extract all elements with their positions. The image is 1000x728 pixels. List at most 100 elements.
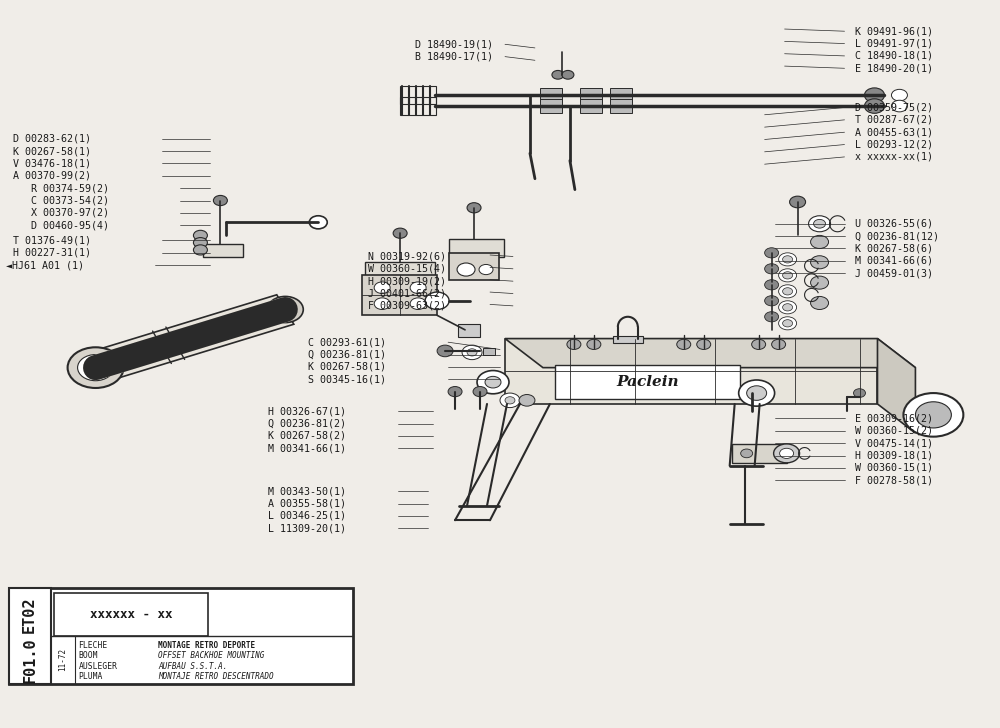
Bar [483,348,495,355]
Circle shape [811,276,829,289]
Circle shape [903,393,963,437]
Text: Q 00236-81(1): Q 00236-81(1) [308,349,386,360]
Bar [580,99,602,114]
Circle shape [374,282,390,293]
Text: B 18490-17(1): B 18490-17(1) [415,52,493,62]
Polygon shape [87,295,294,382]
Circle shape [864,99,884,114]
Bar [449,253,499,280]
Circle shape [779,269,797,282]
Circle shape [193,230,207,240]
Circle shape [783,288,793,295]
Text: F01.0: F01.0 [22,637,37,683]
Text: V 00475-14(1): V 00475-14(1) [855,438,933,448]
Circle shape [779,317,797,330]
Circle shape [779,301,797,314]
Circle shape [774,444,800,463]
Text: Q 00236-81(12): Q 00236-81(12) [855,231,939,241]
Text: MONTAJE RETRO DESCENTRADO: MONTAJE RETRO DESCENTRADO [158,673,274,681]
Circle shape [783,256,793,263]
Circle shape [193,245,207,255]
Text: K 00267-58(1): K 00267-58(1) [13,146,91,156]
Circle shape [437,345,453,357]
Text: C 18490-18(1): C 18490-18(1) [855,51,933,61]
Circle shape [193,237,207,248]
Text: R 00374-59(2): R 00374-59(2) [31,183,109,193]
Circle shape [765,264,779,274]
Circle shape [739,380,775,406]
Text: V 03476-18(1): V 03476-18(1) [13,159,91,168]
Circle shape [854,389,865,397]
Text: L 00346-25(1): L 00346-25(1) [268,511,346,521]
Bar [610,88,632,103]
Circle shape [562,71,574,79]
Circle shape [519,395,535,406]
Text: J 00459-01(3): J 00459-01(3) [855,268,933,278]
Text: BOOM: BOOM [79,652,98,660]
Circle shape [213,195,227,205]
Text: D 00460-95(4): D 00460-95(4) [31,220,109,230]
Bar [449,239,504,257]
Text: PLUMA: PLUMA [79,673,103,681]
Text: D 18490-19(1): D 18490-19(1) [415,39,493,50]
Circle shape [779,285,797,298]
Text: C 00293-61(1): C 00293-61(1) [308,337,386,347]
Circle shape [765,296,779,306]
Text: E 18490-20(1): E 18490-20(1) [855,63,933,74]
Text: M 00343-50(1): M 00343-50(1) [268,486,346,496]
Circle shape [457,263,475,276]
Bar [365,262,435,280]
Text: L 00293-12(2): L 00293-12(2) [855,140,933,149]
Circle shape [915,402,951,428]
Circle shape [505,397,515,404]
Text: F 00278-58(1): F 00278-58(1) [855,475,933,486]
Text: H 00227-31(1): H 00227-31(1) [13,248,91,258]
Text: F 00309-63(2): F 00309-63(2) [368,301,446,311]
Text: M 00341-66(1): M 00341-66(1) [268,443,346,454]
Text: Paclein: Paclein [616,375,679,389]
Bar [9,587,51,684]
Circle shape [462,345,482,360]
Circle shape [267,296,303,323]
Circle shape [783,304,793,311]
Bar [203,244,243,257]
Circle shape [477,371,509,394]
Circle shape [587,339,601,349]
Polygon shape [732,444,787,463]
Circle shape [747,386,767,400]
Circle shape [393,228,407,238]
Text: M 00341-66(6): M 00341-66(6) [855,256,933,266]
Text: K 09491-96(1): K 09491-96(1) [855,26,933,36]
Circle shape [275,302,295,317]
Circle shape [779,253,797,266]
Bar [610,99,632,114]
Circle shape [467,202,481,213]
Circle shape [809,215,831,232]
Circle shape [811,256,829,269]
Polygon shape [877,339,915,433]
Text: L 09491-97(1): L 09491-97(1) [855,39,933,49]
Text: OFFSET BACKHOE MOUNTING: OFFSET BACKHOE MOUNTING [158,652,265,660]
Circle shape [811,235,829,248]
Circle shape [479,264,493,274]
Circle shape [500,393,520,408]
Bar [555,365,740,399]
Circle shape [677,339,691,349]
Bar [400,87,436,104]
Text: AUSLEGER: AUSLEGER [79,662,118,671]
Circle shape [783,320,793,327]
Text: H 00326-67(1): H 00326-67(1) [268,406,346,416]
Text: ◄HJ61 A01 (1): ◄HJ61 A01 (1) [6,260,84,270]
Circle shape [697,339,711,349]
Circle shape [485,376,501,388]
Circle shape [473,387,487,397]
Circle shape [864,88,884,103]
Text: xxxxxx - xx: xxxxxx - xx [90,608,172,621]
Bar [54,593,208,636]
Text: K 00267-58(1): K 00267-58(1) [308,362,386,372]
Bar [540,88,562,103]
Text: S 00345-16(1): S 00345-16(1) [308,374,386,384]
Text: FLECHE: FLECHE [79,641,108,650]
Text: MONTAGE RETRO DEPORTE: MONTAGE RETRO DEPORTE [158,641,256,650]
Text: N 00319-92(6): N 00319-92(6) [368,251,446,261]
